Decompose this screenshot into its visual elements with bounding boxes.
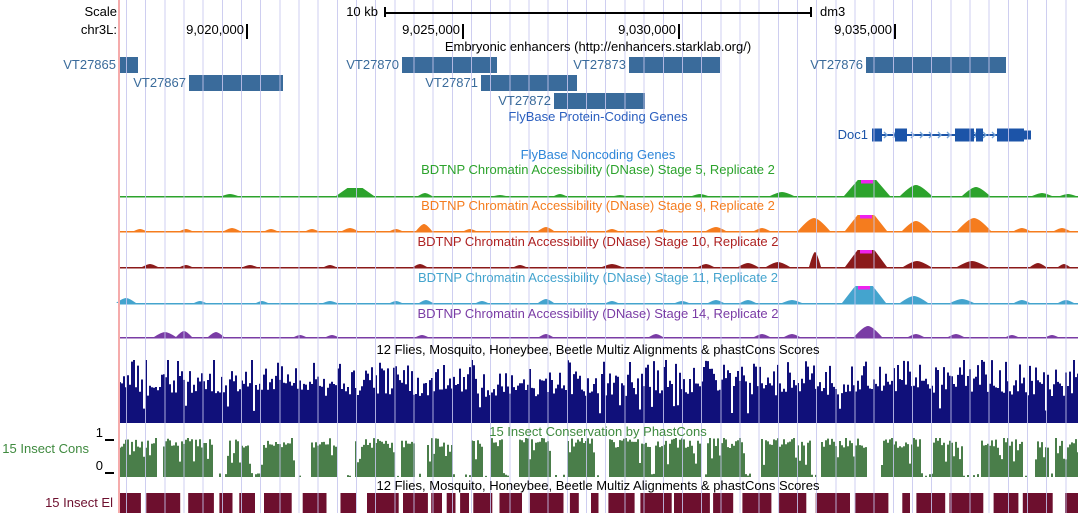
scale-ruler-end-tick-1: [810, 7, 812, 17]
wiggle-clip-indicator: [860, 215, 872, 219]
gene-exon-0[interactable]: [872, 128, 882, 142]
enhancer-block-VT27873[interactable]: [629, 57, 720, 73]
scale-ruler-bar: [384, 12, 810, 14]
gene-label-doc1[interactable]: Doc1: [837, 127, 868, 142]
track-title-multiz-1: 12 Flies, Mosquito, Honeybee, Beetle Mul…: [376, 342, 820, 357]
phastcons-conservation-track[interactable]: [119, 438, 1078, 477]
enhancer-label-VT27876[interactable]: VT27876: [810, 57, 863, 72]
enhancer-block-VT27865[interactable]: [119, 57, 138, 73]
ruler-tick-mark: [678, 24, 680, 39]
gene-exon-5[interactable]: [1024, 130, 1031, 140]
wiggle-clip-indicator: [858, 286, 870, 290]
track-title-flybase-noncoding: FlyBase Noncoding Genes: [520, 147, 676, 162]
track-title-bdtnp-stage9: BDTNP Chromatin Accessibility (DNase) St…: [421, 198, 775, 213]
track-title-flybase-coding: FlyBase Protein-Coding Genes: [508, 109, 688, 124]
bdtnp-wiggle-stage-4[interactable]: [119, 326, 1078, 339]
track-title-phastcons: 15 Insect Conservation by PhastCons: [489, 424, 707, 439]
track-title-bdtnp-stage14: BDTNP Chromatin Accessibility (DNase) St…: [417, 306, 779, 321]
cons-axis-min-label: 0: [95, 458, 103, 473]
elements-track-left-label[interactable]: 15 Insect El: [45, 495, 113, 510]
enhancer-label-VT27870[interactable]: VT27870: [346, 57, 399, 72]
position-marker-line: [118, 0, 120, 513]
gene-exon-4[interactable]: [997, 128, 1024, 142]
ruler-tick-mark: [894, 24, 896, 39]
track-title-bdtnp-stage11: BDTNP Chromatin Accessibility (DNase) St…: [417, 270, 779, 285]
enhancer-label-VT27872[interactable]: VT27872: [498, 93, 551, 108]
bdtnp-wiggle-stage-1[interactable]: [119, 215, 1078, 233]
cons-axis-tick-min: [105, 472, 114, 474]
ruler-tick-label: 9,020,000: [186, 22, 244, 37]
track-title-bdtnp-stage10: BDTNP Chromatin Accessibility (DNase) St…: [417, 234, 779, 249]
ruler-tick-mark: [246, 24, 248, 39]
cons-axis-tick-max: [105, 439, 114, 441]
conserved-elements-track[interactable]: [118, 493, 1078, 513]
assembly-label: dm3: [820, 4, 846, 19]
track-title-multiz-2: 12 Flies, Mosquito, Honeybee, Beetle Mul…: [376, 478, 820, 493]
chromosome-label: chr3L:: [80, 22, 117, 37]
gene-exon-2[interactable]: [955, 128, 974, 142]
bdtnp-wiggle-stage-3[interactable]: [116, 286, 1078, 305]
ruler-tick-label: 9,030,000: [618, 22, 676, 37]
bdtnp-wiggle-stage-2[interactable]: [119, 250, 1078, 269]
scale-label: Scale: [84, 4, 117, 19]
enhancer-label-VT27867[interactable]: VT27867: [133, 75, 186, 90]
bdtnp-wiggle-stage-0[interactable]: [119, 180, 1078, 198]
ruler-tick-mark: [462, 24, 464, 39]
multiz-alignment-track[interactable]: [119, 360, 1078, 423]
enhancer-block-VT27870[interactable]: [402, 57, 497, 73]
enhancer-label-VT27865[interactable]: VT27865: [63, 57, 116, 72]
ruler-tick-label: 9,035,000: [834, 22, 892, 37]
ruler-tick-label: 9,025,000: [402, 22, 460, 37]
enhancer-block-VT27867[interactable]: [189, 75, 283, 91]
wiggle-clip-indicator: [861, 180, 873, 184]
gene-exon-1[interactable]: [895, 128, 907, 142]
enhancer-block-VT27871[interactable]: [481, 75, 577, 91]
cons-track-left-label[interactable]: 15 Insect Cons: [2, 441, 89, 456]
enhancer-label-VT27873[interactable]: VT27873: [573, 57, 626, 72]
wiggle-clip-indicator: [860, 250, 872, 254]
track-title-bdtnp-stage5: BDTNP Chromatin Accessibility (DNase) St…: [421, 162, 775, 177]
enhancer-block-VT27876[interactable]: [866, 57, 1006, 73]
enhancer-label-VT27871[interactable]: VT27871: [425, 75, 478, 90]
cons-axis-max-label: 1: [95, 425, 103, 440]
ruler-length-label: 10 kb: [346, 4, 378, 19]
gene-exon-3[interactable]: [976, 128, 983, 142]
enhancer-block-VT27872[interactable]: [554, 93, 645, 109]
track-title-embryonic-enhancers: Embryonic enhancers (http://enhancers.st…: [444, 39, 752, 54]
scale-ruler-end-tick-0: [384, 7, 386, 17]
